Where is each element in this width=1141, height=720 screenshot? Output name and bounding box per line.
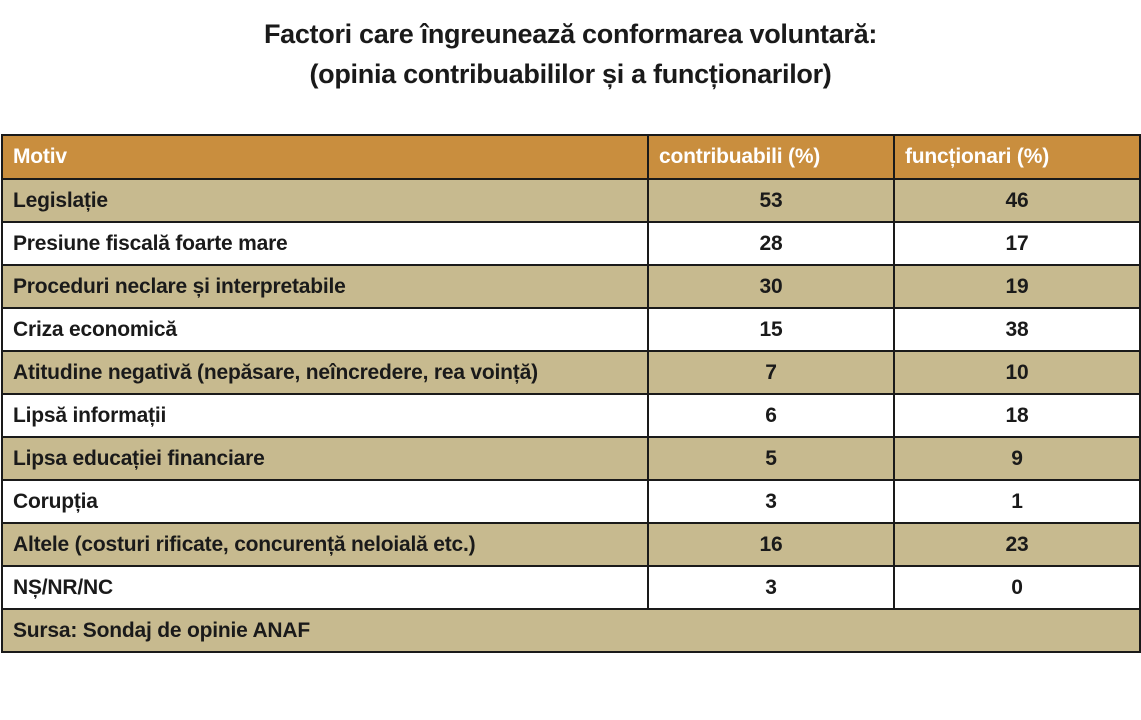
source-note: Sursa: Sondaj de opinie ANAF [1,608,1141,653]
cell-motiv: Corupția [1,479,649,524]
cell-functionari: 23 [893,522,1141,567]
table-row: Lipsa educației financiare 5 9 [1,436,1141,481]
table-header-row: Motiv contribuabili (%) funcționari (%) [1,134,1141,180]
cell-contribuabili: 53 [647,178,895,223]
cell-motiv: Proceduri neclare și interpretabile [1,264,649,309]
table-row: NȘ/NR/NC 3 0 [1,565,1141,610]
cell-functionari: 9 [893,436,1141,481]
cell-motiv: Legislație [1,178,649,223]
data-table: Motiv contribuabili (%) funcționari (%) … [1,134,1141,653]
cell-functionari: 17 [893,221,1141,266]
cell-functionari: 1 [893,479,1141,524]
cell-motiv: Lipsa educației financiare [1,436,649,481]
table-row: Proceduri neclare și interpretabile 30 1… [1,264,1141,309]
cell-contribuabili: 16 [647,522,895,567]
column-header-functionari: funcționari (%) [893,134,1141,180]
column-header-contribuabili: contribuabili (%) [647,134,895,180]
table-row: Corupția 3 1 [1,479,1141,524]
column-header-motiv: Motiv [1,134,649,180]
cell-motiv: Atitudine negativă (nepăsare, neîncreder… [1,350,649,395]
cell-contribuabili: 7 [647,350,895,395]
cell-functionari: 0 [893,565,1141,610]
cell-contribuabili: 3 [647,479,895,524]
cell-contribuabili: 15 [647,307,895,352]
table-row: Lipsă informații 6 18 [1,393,1141,438]
cell-functionari: 10 [893,350,1141,395]
table-row: Atitudine negativă (nepăsare, neîncreder… [1,350,1141,395]
source-footer-row: Sursa: Sondaj de opinie ANAF [1,608,1141,653]
cell-contribuabili: 30 [647,264,895,309]
cell-contribuabili: 28 [647,221,895,266]
table-row: Altele (costuri rificate, concurență nel… [1,522,1141,567]
table-title: Factori care îngreunează conformarea vol… [0,14,1141,94]
cell-contribuabili: 5 [647,436,895,481]
cell-functionari: 19 [893,264,1141,309]
title-line-1: Factori care îngreunează conformarea vol… [263,19,878,49]
cell-motiv: Altele (costuri rificate, concurență nel… [1,522,649,567]
cell-functionari: 46 [893,178,1141,223]
table-row: Legislație 53 46 [1,178,1141,223]
table-row: Presiune fiscală foarte mare 28 17 [1,221,1141,266]
title-line-2: (opinia contribuabililor și a funcționar… [309,59,832,89]
cell-motiv: Criza economică [1,307,649,352]
cell-contribuabili: 3 [647,565,895,610]
cell-functionari: 38 [893,307,1141,352]
table-row: Criza economică 15 38 [1,307,1141,352]
cell-functionari: 18 [893,393,1141,438]
cell-motiv: Lipsă informații [1,393,649,438]
cell-motiv: Presiune fiscală foarte mare [1,221,649,266]
cell-contribuabili: 6 [647,393,895,438]
cell-motiv: NȘ/NR/NC [1,565,649,610]
